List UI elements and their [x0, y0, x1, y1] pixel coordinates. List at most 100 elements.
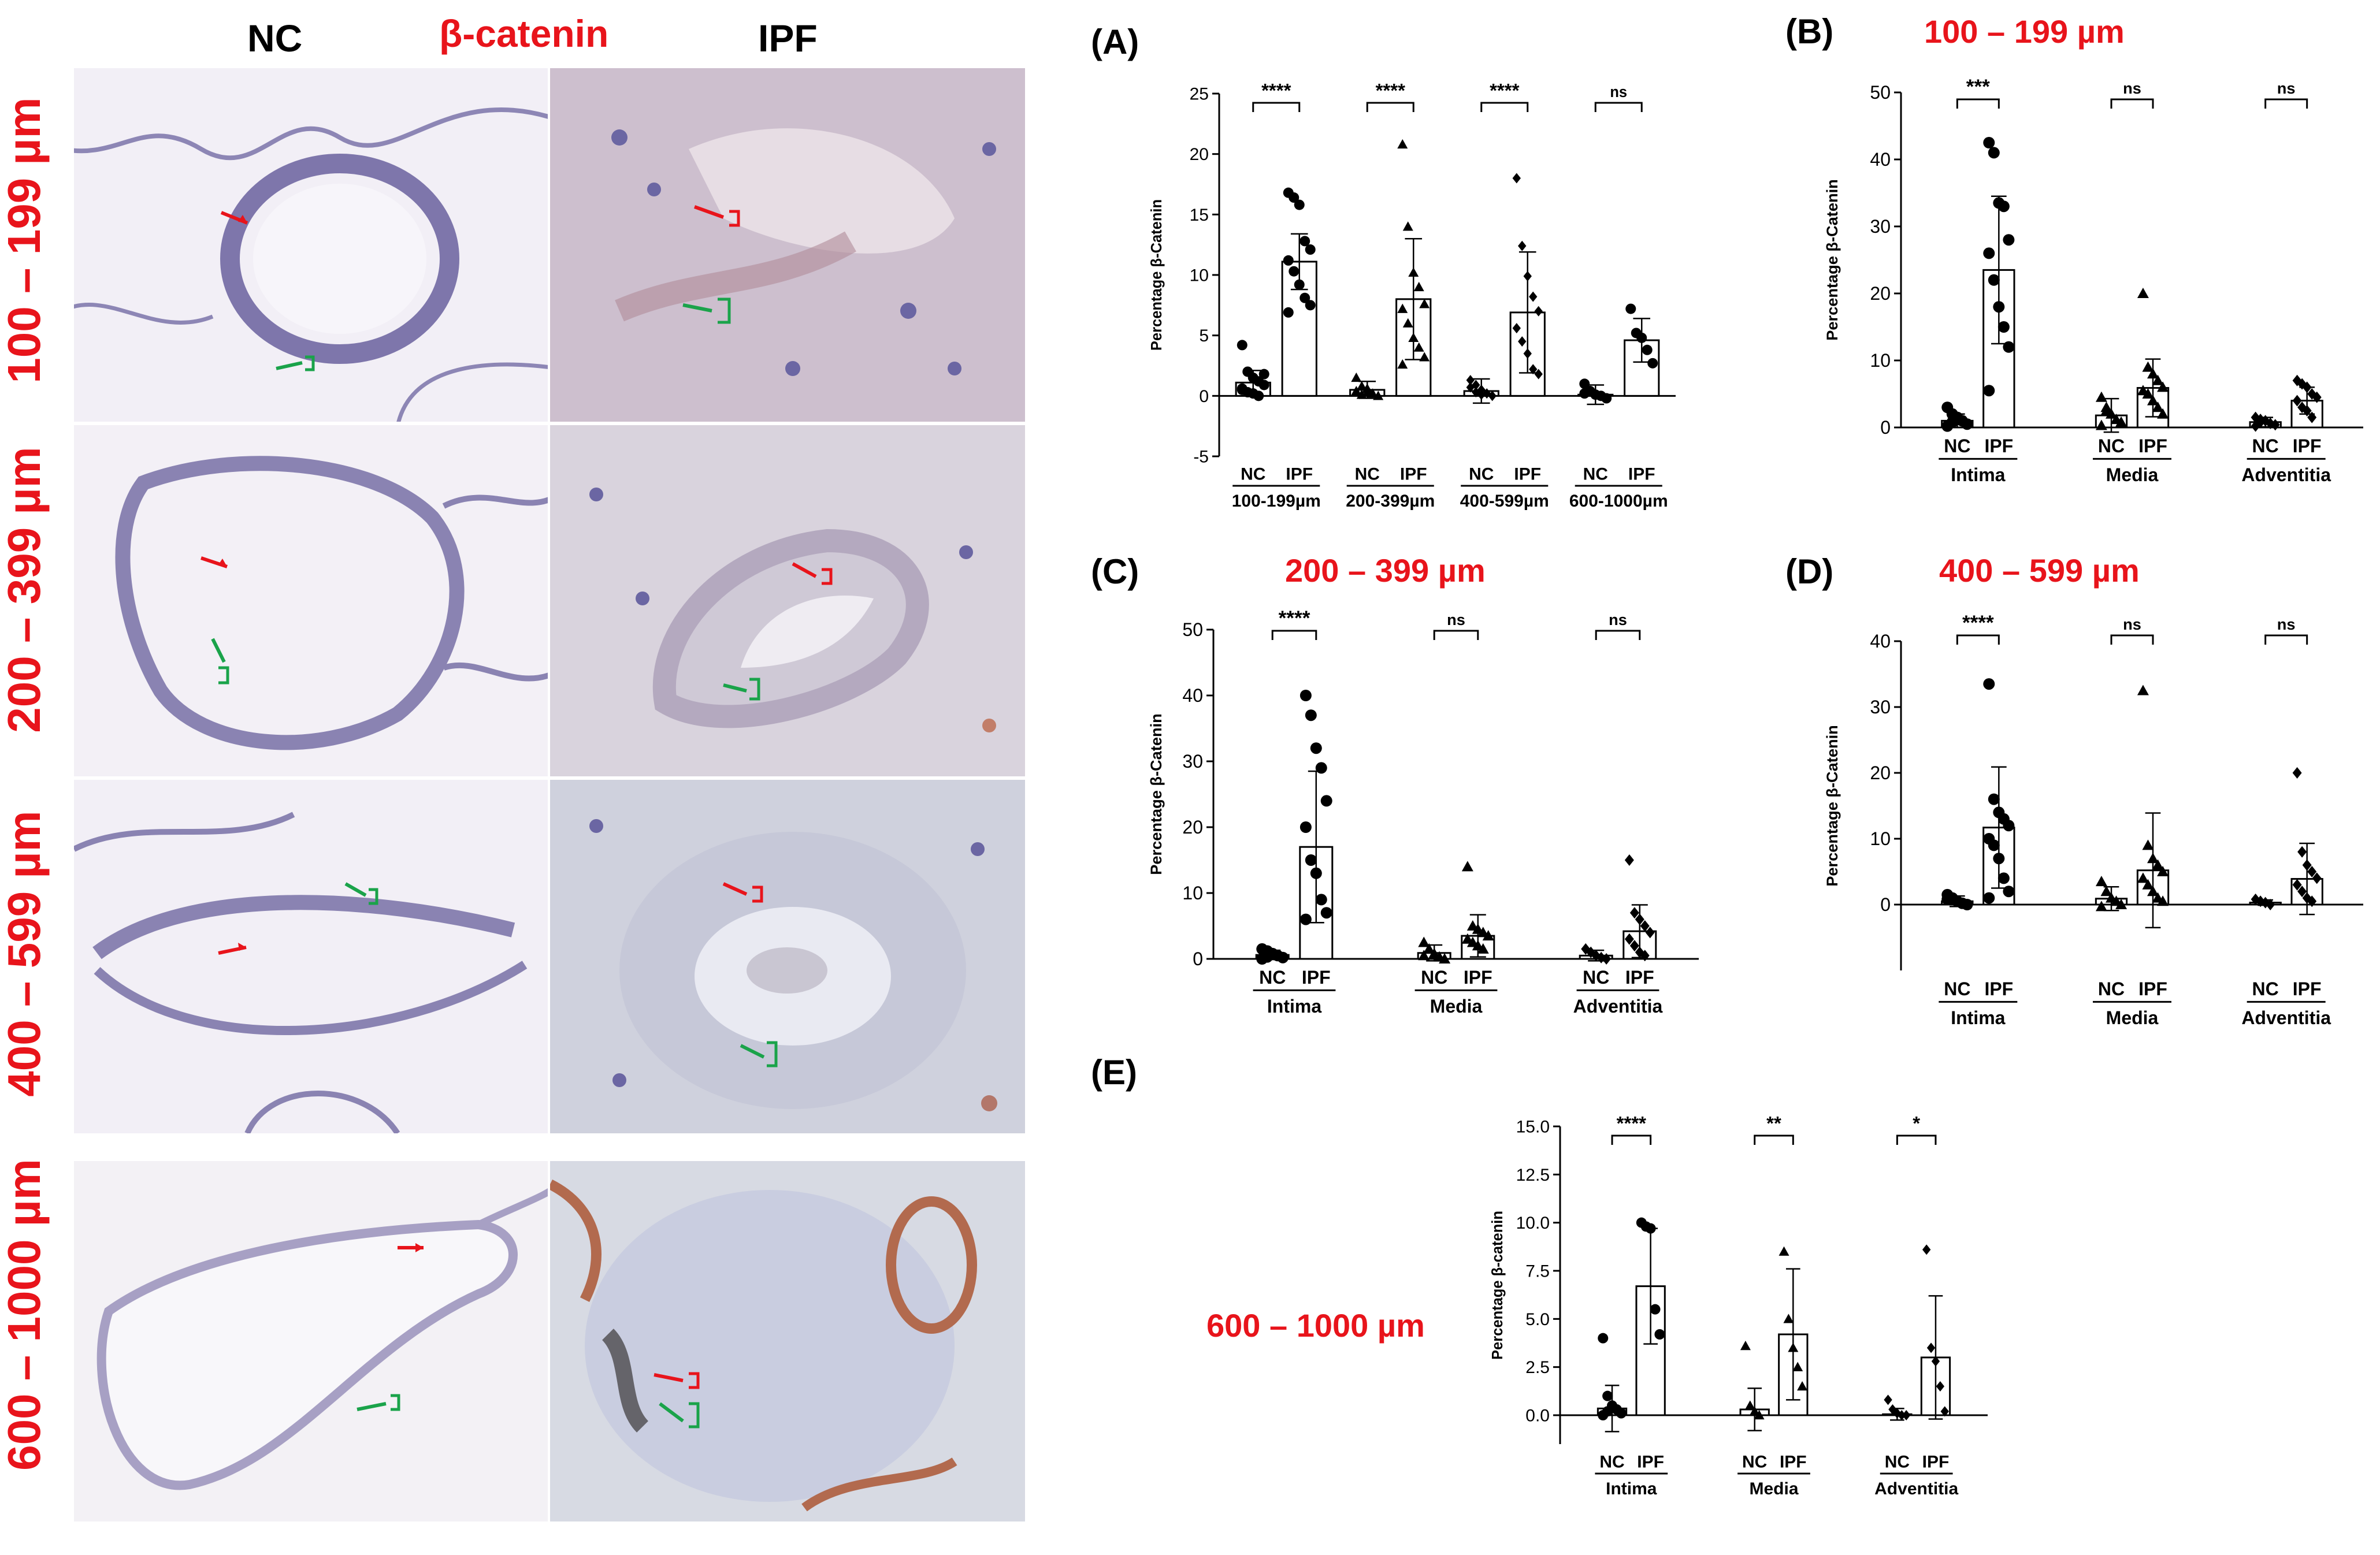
- data-point: [2147, 368, 2159, 379]
- y-tick-label: 10: [1182, 883, 1203, 903]
- chart-c: Percentage β-Catenin 0 10 20 30 40 50 NC IPF NC IP…: [1147, 607, 1699, 1017]
- y-tick-label: 0: [1199, 387, 1209, 406]
- x-tick-label: IPF: [1637, 1453, 1664, 1472]
- data-point: [2147, 886, 2159, 896]
- data-point: [1397, 359, 1408, 369]
- y-tick-label: 12.5: [1516, 1166, 1550, 1185]
- data-point: [2137, 288, 2149, 298]
- micrograph-ipf-600-1000: [550, 1161, 1025, 1521]
- data-point: [1356, 389, 1367, 399]
- significance-bracket: [1480, 102, 1529, 112]
- data-point: [2157, 895, 2169, 906]
- data-point: [1305, 709, 1317, 721]
- chart-b: Percentage β-Catenin 0 10 20 30 40 50 NC IPF NC IP…: [1823, 76, 2363, 485]
- x-tick-label: NC: [1599, 1453, 1624, 1472]
- x-tick-label: IPF: [1625, 967, 1654, 988]
- y-tick-label: 0: [1880, 894, 1891, 915]
- data-point: [1261, 951, 1273, 963]
- x-tick-label: NC: [2098, 979, 2125, 999]
- data-point: [1797, 1381, 1808, 1391]
- data-point: [1413, 281, 1424, 292]
- y-axis-label: Percentage β-Catenin: [1823, 725, 1841, 886]
- y-tick-label: 2.5: [1525, 1358, 1550, 1377]
- data-point: [1616, 1408, 1627, 1419]
- significance-bracket: [1271, 630, 1317, 640]
- x-tick-label: NC: [1944, 979, 1970, 999]
- row-label-100-199: 100 – 199 µm: [0, 97, 50, 384]
- data-point: [1961, 418, 1973, 430]
- x-tick-label: NC: [1355, 465, 1380, 484]
- data-point: [1299, 913, 1312, 925]
- x-tick-label: IPF: [2138, 436, 2167, 456]
- significance-label: ****: [1279, 607, 1310, 630]
- data-point: [1289, 266, 1299, 277]
- data-point: [1902, 1410, 1911, 1420]
- data-point: [1356, 381, 1367, 390]
- data-point: [1888, 1404, 1897, 1415]
- data-point: [2106, 408, 2117, 419]
- header-nc: NC: [247, 17, 303, 59]
- data-point: [1884, 1394, 1892, 1405]
- x-group-label: 400-599µm: [1460, 492, 1549, 511]
- data-point: [1397, 139, 1408, 149]
- y-tick-label: 20: [1870, 762, 1891, 783]
- data-point: [1988, 274, 2000, 286]
- data-point: [1310, 742, 1322, 754]
- data-point: [2157, 866, 2169, 876]
- y-tick-label: 15: [1190, 206, 1209, 225]
- data-point: [1534, 369, 1543, 380]
- data-point: [1477, 389, 1486, 400]
- data-point: [1351, 385, 1362, 396]
- panel-label-c: (C): [1091, 552, 1139, 591]
- data-point: [1629, 907, 1639, 919]
- significance-bracket: [1754, 1134, 1794, 1145]
- x-tick-label: NC: [1421, 967, 1447, 988]
- data-point: [1299, 690, 1312, 701]
- x-tick-label: NC: [1583, 967, 1609, 988]
- x-group-label: Intima: [1951, 1007, 2005, 1028]
- data-point: [2302, 892, 2312, 904]
- x-group-label: Adventitia: [2241, 1007, 2331, 1028]
- significance-bracket: [2264, 634, 2308, 645]
- y-tick-label: 50: [1870, 82, 1891, 103]
- y-tick-label: 5: [1199, 326, 1209, 345]
- x-group-label: 200-399µm: [1346, 492, 1435, 511]
- x-group-label: Adventitia: [2241, 464, 2331, 485]
- significance-label: ns: [2123, 79, 2141, 97]
- data-point: [1983, 678, 1995, 690]
- data-point: [1418, 936, 1430, 947]
- x-tick-label: IPF: [1984, 979, 2013, 999]
- data-point: [2115, 416, 2127, 427]
- data-point: [1579, 378, 1590, 389]
- panel-label-b: (B): [1785, 12, 1834, 51]
- significance-bracket: [1611, 1134, 1652, 1145]
- data-point: [2292, 395, 2302, 407]
- chart-d: Percentage β-Catenin 0 10 20 30 40 NC IPF NC IPF N…: [1823, 612, 2363, 1028]
- data-point: [1402, 221, 1413, 231]
- significance-label: ns: [2277, 79, 2296, 97]
- significance-label: ****: [1617, 1113, 1647, 1134]
- data-point: [2095, 876, 2107, 887]
- y-tick-label: 40: [1870, 631, 1891, 652]
- data-point: [2251, 420, 2260, 432]
- data-point: [1941, 893, 1954, 905]
- data-point: [2302, 381, 2312, 393]
- x-tick-label: IPF: [1302, 967, 1331, 988]
- data-point: [2115, 899, 2127, 909]
- data-point: [1299, 292, 1310, 303]
- x-tick-label: NC: [1259, 967, 1286, 988]
- significance-label: *: [1913, 1113, 1920, 1134]
- y-tick-label: 10: [1870, 350, 1891, 371]
- data-point: [2003, 234, 2015, 246]
- data-point: [1258, 380, 1269, 390]
- x-tick-label: NC: [2098, 436, 2125, 456]
- data-point: [1602, 953, 1612, 965]
- data-point: [2266, 899, 2275, 910]
- micrograph-nc-400-599: [74, 780, 548, 1133]
- y-tick-label: 50: [1182, 619, 1203, 640]
- data-point: [1418, 950, 1430, 961]
- data-point: [1408, 267, 1419, 277]
- data-point: [1926, 1342, 1936, 1353]
- significance-label: ns: [2123, 615, 2141, 633]
- panel-label-a: (A): [1091, 23, 1139, 61]
